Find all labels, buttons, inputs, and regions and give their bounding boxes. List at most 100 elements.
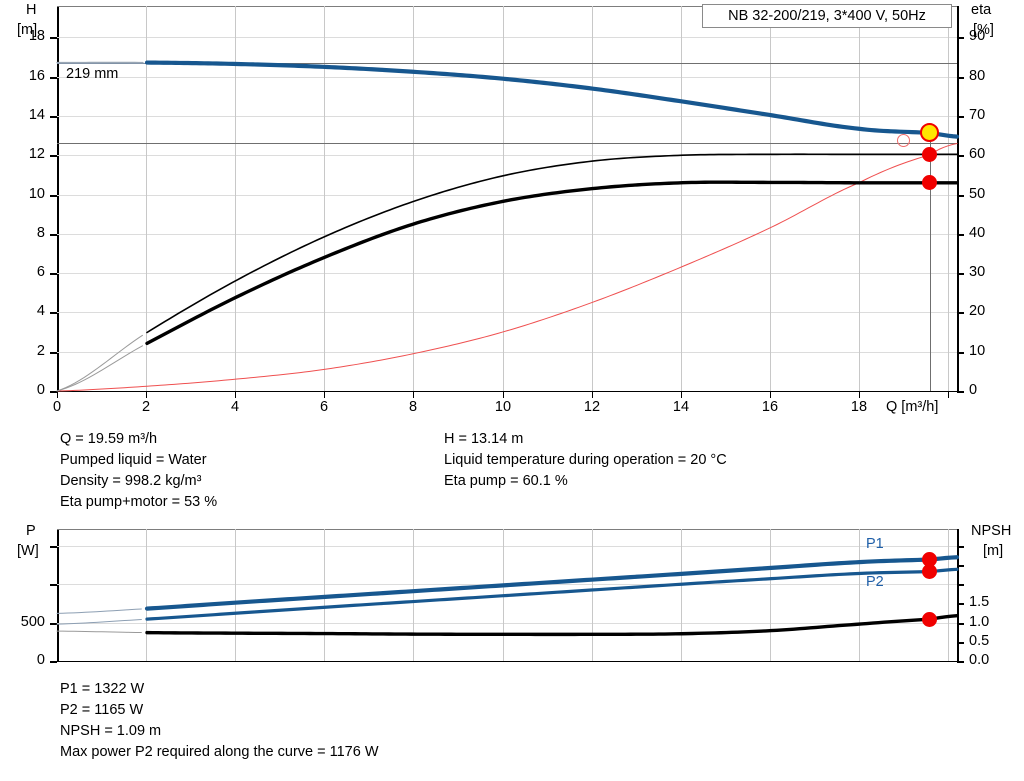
head-tick-bottom	[770, 392, 771, 398]
eta-upper-curve-extension	[56, 334, 143, 392]
head-tick-label-left: 12	[28, 146, 45, 162]
power-axis-left	[57, 529, 59, 661]
power-gridline-v	[592, 529, 593, 661]
head-gridline-v	[681, 6, 682, 391]
npsh-curve-extension	[56, 630, 142, 634]
head-tick-bottom	[324, 392, 325, 398]
power-plot-top-edge	[57, 529, 957, 530]
duty-info-left-line: Q = 19.59 m³/h	[60, 431, 158, 447]
head-tick-label-right: 90	[969, 28, 986, 44]
power-axis-right	[957, 529, 959, 661]
p1-curve-label: P1	[866, 535, 884, 552]
power-tick-left	[50, 546, 57, 548]
head-gridline-h	[57, 37, 957, 38]
eta-axis-name: eta	[971, 2, 992, 18]
head-tick-right	[957, 391, 964, 393]
head-curve	[144, 60, 960, 139]
head-tick-bottom	[681, 392, 682, 398]
head-gridline-v	[770, 6, 771, 391]
power-tick-label-right: 0.0	[969, 652, 990, 668]
head-tick-right	[957, 352, 964, 354]
head-tick-left	[50, 352, 57, 354]
power-gridline-v	[948, 529, 949, 661]
duty-point-marker-eta-1	[922, 146, 938, 162]
head-gridline-v	[859, 6, 860, 391]
head-plot-top-edge	[57, 6, 957, 7]
head-tick-label-bottom: 16	[761, 399, 779, 415]
head-tick-label-left: 8	[36, 225, 45, 241]
head-tick-left	[50, 37, 57, 39]
head-tick-label-left: 4	[36, 303, 45, 319]
impeller-reference-line	[57, 63, 147, 64]
head-tick-right	[957, 155, 964, 157]
head-y-axis-name: H	[26, 2, 37, 18]
npsh-axis-name: NPSH	[971, 523, 1012, 539]
power-tick-label-right: 1.0	[969, 614, 990, 630]
power-tick-right	[957, 661, 964, 663]
head-gridline-v	[324, 6, 325, 391]
head-tick-right	[957, 37, 964, 39]
impeller-size-label: 219 mm	[66, 66, 119, 82]
head-tick-right	[957, 195, 964, 197]
head-tick-bottom	[57, 392, 58, 398]
power-tick-label-right: 0.5	[969, 633, 990, 649]
head-tick-bottom	[503, 392, 504, 398]
head-gridline-h	[57, 116, 957, 117]
head-gridline-h	[57, 352, 957, 353]
power-info-line: NPSH = 1.09 m	[60, 723, 162, 739]
pump-model-title: NB 32-200/219, 3*400 V, 50Hz	[702, 4, 952, 28]
head-tick-label-bottom: 10	[494, 399, 512, 415]
head-x-axis-name: Q [m³/h]	[886, 399, 939, 415]
head-tick-left	[50, 234, 57, 236]
head-tick-bottom	[948, 392, 949, 398]
head-tick-bottom	[592, 392, 593, 398]
head-gridline-v	[592, 6, 593, 391]
power-tick-right	[957, 546, 964, 548]
duty-info-right-line: H = 13.14 m	[444, 431, 524, 447]
duty-info-left-line: Density = 998.2 kg/m³	[60, 473, 202, 489]
head-tick-label-bottom: 14	[672, 399, 690, 415]
duty-point-marker-head	[920, 123, 940, 143]
head-axis-left	[57, 6, 59, 391]
head-tick-label-left: 14	[28, 107, 45, 123]
head-tick-label-left: 18	[28, 28, 45, 44]
duty-point-marker-p2	[922, 564, 938, 580]
head-tick-bottom	[146, 392, 147, 398]
power-tick-left	[50, 623, 57, 625]
power-gridline-v	[859, 529, 860, 661]
head-gridline-h	[57, 195, 957, 196]
power-y-axis-unit: [W]	[17, 543, 39, 559]
power-axis-bottom	[57, 661, 957, 662]
head-tick-right	[957, 312, 964, 314]
duty-point-marker-npsh	[922, 611, 938, 627]
eta-lower-curve-extension	[56, 345, 143, 392]
head-tick-label-bottom: 4	[230, 399, 240, 415]
head-tick-label-left: 2	[36, 343, 45, 359]
p2-curve	[145, 567, 959, 621]
head-tick-label-right: 60	[969, 146, 986, 162]
duty-point-marker-eta-2	[922, 175, 938, 191]
duty-info-left-line: Eta pump+motor = 53 %	[60, 494, 218, 510]
head-tick-bottom	[413, 392, 414, 398]
p2-curve-label: P2	[866, 573, 884, 590]
duty-info-right-line: Liquid temperature during operation = 20…	[444, 452, 727, 468]
head-tick-label-right: 0	[969, 382, 978, 398]
power-gridline-v	[681, 529, 682, 661]
head-tick-bottom	[235, 392, 236, 398]
npsh-curve	[145, 614, 959, 637]
power-gridline-v	[770, 529, 771, 661]
head-tick-label-left: 10	[28, 186, 45, 202]
npsh-axis-unit: [m]	[983, 543, 1004, 559]
head-tick-label-left: 0	[36, 382, 45, 398]
head-tick-right	[957, 116, 964, 118]
power-gridline-v	[235, 529, 236, 661]
head-tick-left	[50, 195, 57, 197]
head-tick-label-bottom: 6	[319, 399, 329, 415]
head-axis-bottom	[57, 391, 957, 392]
power-info-line: P1 = 1322 W	[60, 681, 145, 697]
head-tick-label-bottom: 8	[408, 399, 418, 415]
head-tick-left	[50, 391, 57, 393]
head-gridline-v	[413, 6, 414, 391]
head-gridline-h	[57, 312, 957, 313]
